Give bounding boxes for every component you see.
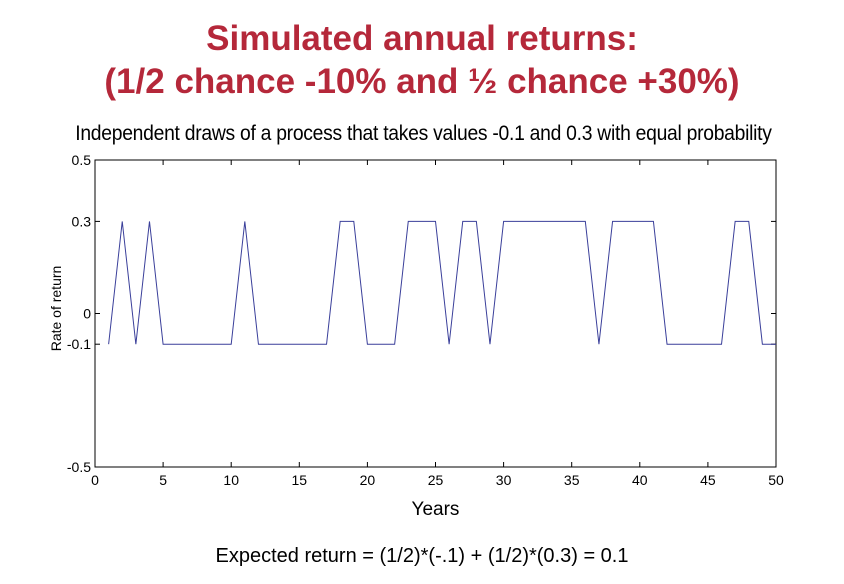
x-tick-label: 50: [768, 472, 784, 488]
x-tick-label: 15: [292, 472, 308, 488]
x-tick-label: 5: [159, 472, 167, 488]
expected-return-note: Expected return = (1/2)*(-.1) + (1/2)*(0…: [215, 545, 629, 567]
x-tick-label: 0: [91, 472, 99, 488]
x-tick-label: 20: [360, 472, 376, 488]
plot-frame: [94, 159, 777, 468]
x-tick-label: 25: [428, 472, 444, 488]
x-tick-label: 35: [564, 472, 580, 488]
y-tick-label: 0.5: [72, 152, 92, 168]
y-tick-label: -0.5: [67, 459, 91, 475]
y-tick-label: 0.3: [72, 213, 92, 229]
x-tick-label: 30: [496, 472, 512, 488]
slide-title-line-1: Simulated annual returns:: [206, 19, 638, 58]
y-tick-label: -0.1: [67, 336, 91, 352]
series-line: [108, 220, 776, 345]
y-axis-label: Rate of return: [48, 266, 64, 352]
x-tick-label: 40: [632, 472, 648, 488]
chart-title: Independent draws of a process that take…: [75, 122, 772, 145]
y-tick-label: 0: [83, 306, 91, 322]
x-axis-label: Years: [412, 499, 460, 520]
x-tick-label: 45: [700, 472, 716, 488]
slide-title-line-2: (1/2 chance -10% and ½ chance +30%): [104, 62, 740, 101]
x-tick-label: 10: [223, 472, 239, 488]
